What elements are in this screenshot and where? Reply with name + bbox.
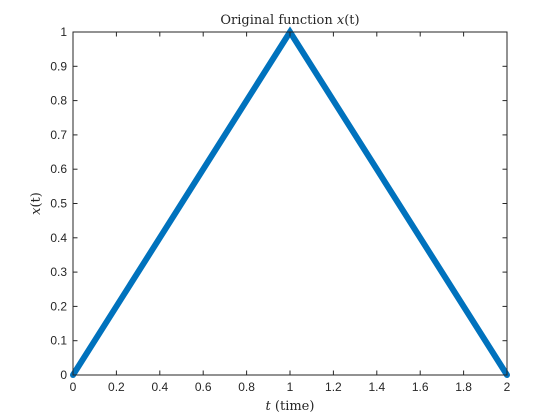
y-tick-label: 0.1	[50, 334, 67, 348]
x-tick-label: 1.4	[368, 380, 385, 394]
y-axis-title-text: (t)	[29, 192, 44, 207]
x-tick-label: 0.8	[238, 380, 255, 394]
plot-area-background	[73, 32, 507, 375]
y-tick-label: 0.4	[50, 231, 67, 245]
chart-title: Original function x(t)	[220, 13, 359, 28]
y-tick-label: 0	[60, 368, 67, 382]
x-tick-label: 1	[287, 380, 294, 394]
y-tick-label: 1	[60, 25, 67, 39]
y-axis-title-math: x	[29, 207, 44, 215]
chart-title-suffix: (t)	[344, 13, 359, 28]
x-tick-label: 0.4	[151, 380, 168, 394]
x-ticks: 0 0.2 0.4 0.6 0.8 1 1.2 1.4 1.6 1.8 2	[70, 32, 511, 394]
y-tick-label: 0.6	[50, 162, 67, 176]
chart-title-text: Original function	[220, 13, 336, 28]
y-tick-label: 0.7	[50, 128, 67, 142]
x-axis-title-text: (time)	[271, 399, 315, 414]
y-tick-label: 0.9	[50, 59, 67, 73]
y-tick-label: 0.5	[50, 197, 67, 211]
y-axis-title: x(t)	[29, 192, 44, 215]
x-tick-label: 1.6	[412, 380, 429, 394]
y-tick-label: 0.2	[50, 299, 67, 313]
x-tick-label: 0.6	[195, 380, 212, 394]
x-axis-title-math: t	[266, 399, 272, 414]
x-tick-label: 0.2	[108, 380, 125, 394]
x-tick-label: 2	[504, 380, 511, 394]
y-tick-label: 0.8	[50, 94, 67, 108]
y-tick-label: 0.3	[50, 265, 67, 279]
chart-title-math: x	[337, 13, 345, 28]
x-axis-title: t (time)	[266, 399, 315, 414]
x-tick-label: 1.2	[325, 380, 342, 394]
y-ticks: 0 0.1 0.2 0.3 0.4 0.5 0.6 0.7 0.8 0.9 1	[50, 25, 507, 382]
x-tick-label: 1.8	[455, 380, 472, 394]
x-tick-label: 0	[70, 380, 77, 394]
